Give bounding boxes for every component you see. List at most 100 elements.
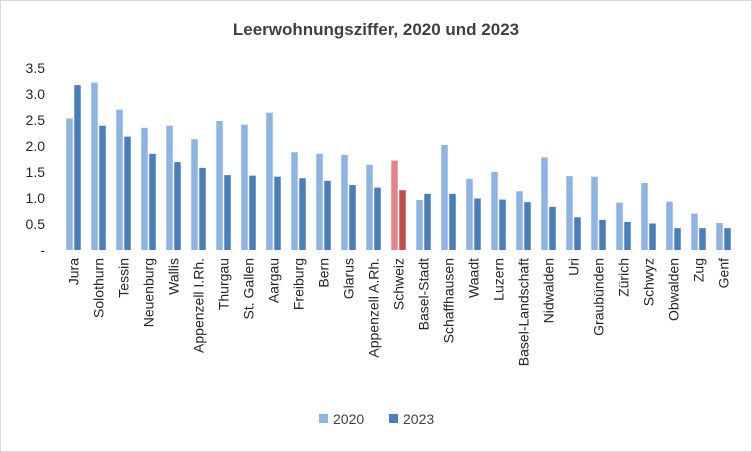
x-tick-label: Luzern bbox=[491, 258, 507, 301]
bar-2020 bbox=[241, 124, 248, 250]
bar-2023 bbox=[299, 178, 306, 250]
x-tick-label: Schwyz bbox=[641, 258, 657, 306]
x-tick-label: Appenzell I.Rh. bbox=[191, 258, 207, 353]
bar-2023 bbox=[274, 176, 281, 250]
x-tick-label: Zug bbox=[691, 258, 707, 282]
bar-2023 bbox=[474, 198, 481, 250]
bar-2023 bbox=[374, 187, 381, 250]
bar-2023 bbox=[699, 228, 706, 250]
x-axis-ticks: Jura Solothurn Tessin Neuenburg Wallis Appenz… bbox=[66, 258, 732, 366]
y-axis-ticks: - 0.5 1.0 1.5 2.0 2.5 3.0 3.5 bbox=[26, 60, 46, 258]
legend-swatch-2020 bbox=[319, 414, 328, 423]
x-tick-label: Graubünden bbox=[591, 258, 607, 336]
bar-2020 bbox=[441, 144, 448, 250]
bar-2020 bbox=[491, 172, 498, 250]
bar-2023 bbox=[174, 162, 181, 250]
bar-2023 bbox=[249, 175, 256, 250]
bar-2023 bbox=[424, 193, 431, 250]
bar-2020 bbox=[66, 118, 73, 250]
bar-2020 bbox=[616, 202, 623, 250]
bar-2020 bbox=[691, 213, 698, 250]
bar-2020 bbox=[466, 178, 473, 250]
bar-2023 bbox=[149, 153, 156, 250]
bar-2020 bbox=[191, 139, 198, 250]
bar-2020 bbox=[541, 157, 548, 250]
bar-2023 bbox=[99, 125, 106, 250]
bar-2023 bbox=[199, 167, 206, 250]
x-tick-label: Solothurn bbox=[91, 258, 107, 318]
legend-swatch-2023 bbox=[389, 414, 398, 423]
bar-2023 bbox=[524, 202, 531, 250]
bar-2020 bbox=[366, 164, 373, 250]
x-tick-label: Uri bbox=[566, 258, 582, 276]
bar-2023 bbox=[124, 136, 131, 250]
y-tick-label: 3.0 bbox=[26, 86, 46, 102]
bar-2023 bbox=[549, 206, 556, 250]
bar-2020 bbox=[316, 153, 323, 250]
bar-2023 bbox=[624, 221, 631, 250]
bars-group bbox=[66, 82, 731, 250]
chart-title: Leerwohnungsziffer, 2020 und 2023 bbox=[233, 20, 519, 39]
x-tick-label: Appenzell A.Rh. bbox=[366, 258, 382, 358]
bar-2020 bbox=[716, 222, 723, 250]
y-tick-label: 0.5 bbox=[26, 216, 46, 232]
bar-2023 bbox=[649, 223, 656, 250]
bar-2020 bbox=[341, 154, 348, 250]
legend: 2020 2023 bbox=[319, 411, 434, 427]
x-tick-label: Freiburg bbox=[291, 258, 307, 310]
x-tick-label: Schaffhausen bbox=[441, 258, 457, 343]
x-tick-label: Bern bbox=[316, 258, 332, 288]
bar-2023 bbox=[349, 185, 356, 250]
x-tick-label: Tessin bbox=[116, 258, 132, 298]
x-tick-label: Waadt bbox=[466, 258, 482, 298]
bar-2023 bbox=[74, 85, 81, 250]
legend-label: 2020 bbox=[333, 411, 364, 427]
bar-2020 bbox=[666, 201, 673, 250]
bar-2020 bbox=[266, 112, 273, 250]
x-tick-label: Neuenburg bbox=[141, 258, 157, 327]
bar-2020 bbox=[641, 182, 648, 250]
bar-2020 bbox=[391, 160, 398, 250]
bar-2020 bbox=[216, 121, 223, 250]
bar-2020 bbox=[591, 176, 598, 250]
bar-2020 bbox=[166, 125, 173, 250]
bar-2020 bbox=[416, 200, 423, 250]
x-tick-label: Thurgau bbox=[216, 258, 232, 310]
bar-2023 bbox=[724, 228, 731, 250]
x-tick-label: Basel-Stadt bbox=[416, 258, 432, 330]
y-tick-label: 1.0 bbox=[26, 190, 46, 206]
bar-2023 bbox=[324, 180, 331, 250]
y-tick-label: 1.5 bbox=[26, 164, 46, 180]
x-tick-label: Schweiz bbox=[391, 258, 407, 310]
x-tick-label: Genf bbox=[716, 258, 732, 288]
bar-2020 bbox=[91, 82, 98, 250]
bar-2023 bbox=[574, 217, 581, 250]
bar-2020 bbox=[566, 176, 573, 250]
y-tick-label: 2.0 bbox=[26, 138, 46, 154]
legend-label: 2023 bbox=[403, 411, 434, 427]
x-tick-label: Glarus bbox=[341, 258, 357, 299]
bar-2023 bbox=[599, 219, 606, 250]
x-tick-label: Nidwalden bbox=[541, 258, 557, 323]
bar-2020 bbox=[291, 152, 298, 250]
bar-2023 bbox=[674, 228, 681, 250]
x-tick-label: Aargau bbox=[266, 258, 282, 303]
bar-2020 bbox=[141, 127, 148, 250]
y-tick-label: - bbox=[40, 242, 45, 258]
x-tick-label: Wallis bbox=[166, 258, 182, 295]
bar-2020 bbox=[116, 109, 123, 250]
bar-2023 bbox=[499, 199, 506, 250]
bar-2023 bbox=[399, 190, 406, 250]
bar-2020 bbox=[516, 191, 523, 250]
x-tick-label: Basel-Landschaft bbox=[516, 258, 532, 366]
x-tick-label: Zürich bbox=[616, 258, 632, 297]
y-tick-label: 3.5 bbox=[26, 60, 46, 76]
bar-2023 bbox=[224, 175, 231, 250]
x-tick-label: Obwalden bbox=[666, 258, 682, 321]
bar-2023 bbox=[449, 193, 456, 250]
x-tick-label: Jura bbox=[66, 258, 82, 285]
x-tick-label: St. Gallen bbox=[241, 258, 257, 319]
y-tick-label: 2.5 bbox=[26, 112, 46, 128]
